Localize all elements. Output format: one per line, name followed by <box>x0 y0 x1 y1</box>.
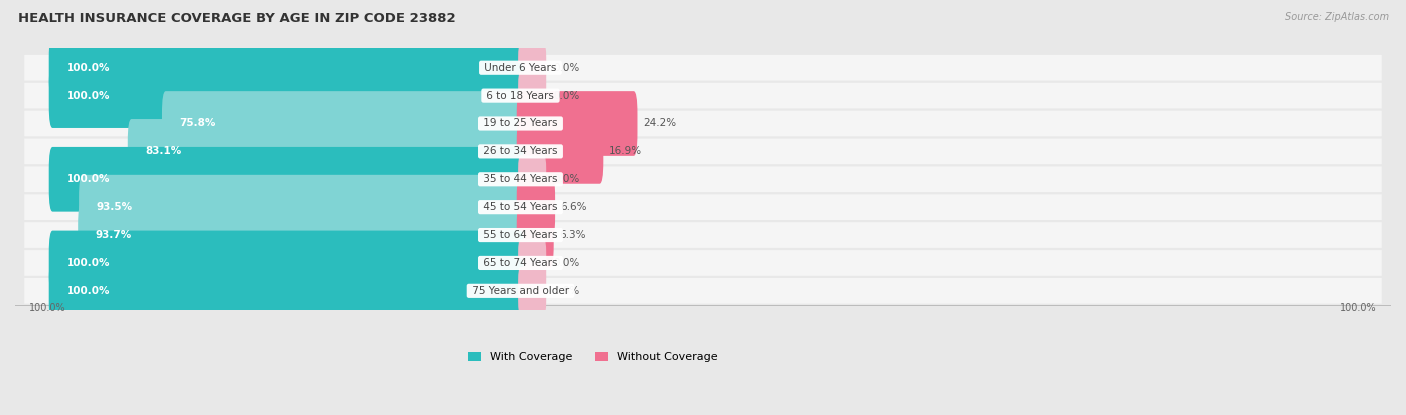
Text: 6.3%: 6.3% <box>560 230 586 240</box>
Text: 100.0%: 100.0% <box>66 90 110 100</box>
Text: 55 to 64 Years: 55 to 64 Years <box>479 230 561 240</box>
FancyBboxPatch shape <box>519 72 546 120</box>
FancyBboxPatch shape <box>517 203 554 267</box>
FancyBboxPatch shape <box>519 267 546 315</box>
FancyBboxPatch shape <box>519 44 546 92</box>
FancyBboxPatch shape <box>24 166 1382 192</box>
FancyBboxPatch shape <box>24 139 1382 164</box>
FancyBboxPatch shape <box>517 175 555 239</box>
Text: 0.0%: 0.0% <box>553 63 579 73</box>
Text: 24.2%: 24.2% <box>643 119 676 129</box>
Text: 83.1%: 83.1% <box>146 146 181 156</box>
Text: 100.0%: 100.0% <box>30 303 66 313</box>
FancyBboxPatch shape <box>24 278 1382 304</box>
FancyBboxPatch shape <box>79 175 524 239</box>
FancyBboxPatch shape <box>79 203 524 267</box>
FancyBboxPatch shape <box>128 119 524 184</box>
Text: 100.0%: 100.0% <box>66 258 110 268</box>
Text: 35 to 44 Years: 35 to 44 Years <box>479 174 561 184</box>
Text: 0.0%: 0.0% <box>553 174 579 184</box>
Text: 100.0%: 100.0% <box>1340 303 1376 313</box>
Text: 100.0%: 100.0% <box>66 286 110 296</box>
FancyBboxPatch shape <box>24 83 1382 108</box>
Text: 45 to 54 Years: 45 to 54 Years <box>479 202 561 212</box>
Text: Under 6 Years: Under 6 Years <box>481 63 560 73</box>
FancyBboxPatch shape <box>49 147 524 212</box>
FancyBboxPatch shape <box>49 231 524 295</box>
FancyBboxPatch shape <box>24 111 1382 137</box>
FancyBboxPatch shape <box>49 35 524 100</box>
FancyBboxPatch shape <box>519 239 546 287</box>
Text: 16.9%: 16.9% <box>609 146 643 156</box>
Text: 100.0%: 100.0% <box>66 63 110 73</box>
Text: 100.0%: 100.0% <box>66 174 110 184</box>
Text: 93.7%: 93.7% <box>96 230 132 240</box>
Text: HEALTH INSURANCE COVERAGE BY AGE IN ZIP CODE 23882: HEALTH INSURANCE COVERAGE BY AGE IN ZIP … <box>18 12 456 25</box>
Text: 6.6%: 6.6% <box>561 202 588 212</box>
Text: 75.8%: 75.8% <box>180 119 217 129</box>
Text: Source: ZipAtlas.com: Source: ZipAtlas.com <box>1285 12 1389 22</box>
Text: 65 to 74 Years: 65 to 74 Years <box>479 258 561 268</box>
Text: 93.5%: 93.5% <box>97 202 134 212</box>
Text: 0.0%: 0.0% <box>553 258 579 268</box>
Text: 26 to 34 Years: 26 to 34 Years <box>479 146 561 156</box>
Text: 75 Years and older: 75 Years and older <box>468 286 572 296</box>
Text: 6 to 18 Years: 6 to 18 Years <box>484 90 558 100</box>
FancyBboxPatch shape <box>24 194 1382 220</box>
FancyBboxPatch shape <box>49 63 524 128</box>
Legend: With Coverage, Without Coverage: With Coverage, Without Coverage <box>468 352 717 362</box>
FancyBboxPatch shape <box>519 155 546 203</box>
FancyBboxPatch shape <box>49 259 524 323</box>
FancyBboxPatch shape <box>24 250 1382 276</box>
FancyBboxPatch shape <box>162 91 524 156</box>
FancyBboxPatch shape <box>24 222 1382 248</box>
FancyBboxPatch shape <box>517 91 637 156</box>
Text: 19 to 25 Years: 19 to 25 Years <box>479 119 561 129</box>
FancyBboxPatch shape <box>517 119 603 184</box>
FancyBboxPatch shape <box>24 55 1382 81</box>
Text: 0.0%: 0.0% <box>553 90 579 100</box>
Text: 0.0%: 0.0% <box>553 286 579 296</box>
